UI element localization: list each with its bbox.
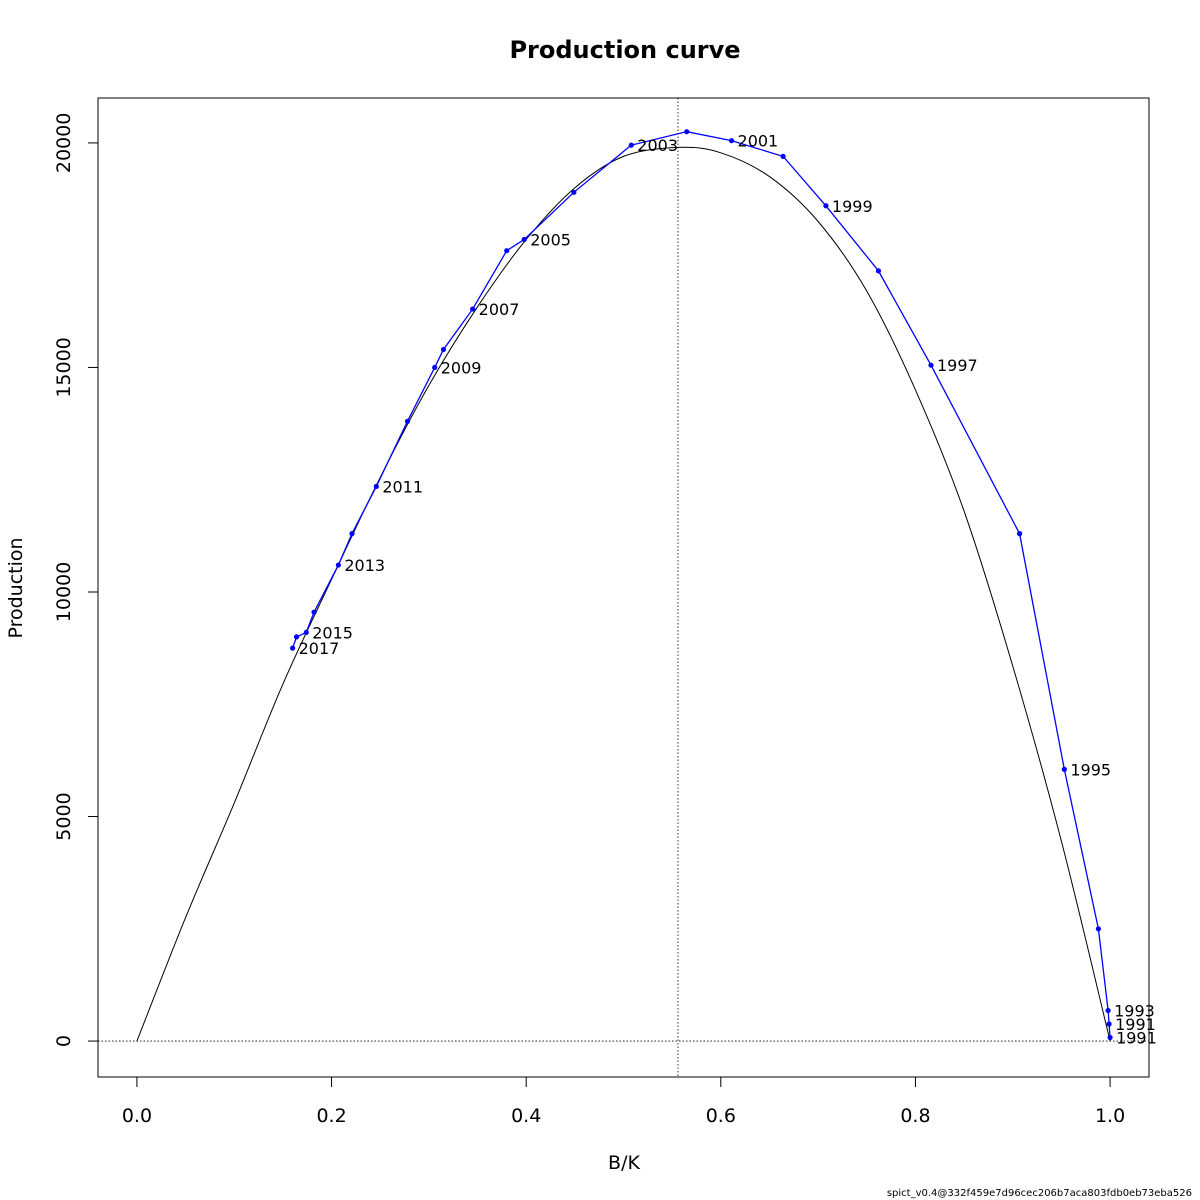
- year-label: 2009: [441, 358, 482, 377]
- year-label: 1995: [1070, 760, 1111, 779]
- x-tick-label: 0.0: [122, 1105, 152, 1127]
- observed-point: [432, 364, 438, 371]
- plot-frame: [97, 97, 1150, 1078]
- observed-point: [928, 362, 934, 368]
- footer-version-text: spict_v0.4@332f459e7d96cec206b7aca803fdb…: [887, 1188, 1192, 1199]
- observed-point: [1016, 531, 1023, 537]
- observed-point: [780, 153, 786, 159]
- observed-point: [373, 483, 379, 490]
- year-label: 2005: [530, 230, 571, 249]
- x-tick-label: 0.4: [511, 1105, 541, 1127]
- observed-point: [1106, 1021, 1112, 1027]
- observed-series-line: [292, 131, 1111, 1038]
- year-label: 1991: [1116, 1028, 1157, 1047]
- year-label: 2017: [299, 639, 340, 658]
- observed-point: [349, 531, 355, 537]
- year-label: 1991: [1115, 1015, 1156, 1034]
- observed-point: [303, 629, 309, 636]
- year-label: 2013: [344, 556, 385, 575]
- observed-point: [504, 248, 510, 254]
- y-tick-label: 15000: [53, 337, 75, 397]
- observed-point: [440, 346, 447, 353]
- year-label: 2015: [312, 623, 353, 642]
- observed-point: [290, 645, 296, 651]
- x-tick-label: 0.6: [706, 1105, 736, 1127]
- observed-point: [521, 236, 527, 243]
- year-label: 1999: [832, 197, 873, 216]
- year-label: 2001: [738, 132, 779, 151]
- x-tick-label: 0.2: [316, 1105, 346, 1127]
- year-label: 1993: [1114, 1002, 1155, 1021]
- y-axis-label: Production: [5, 537, 27, 638]
- y-axis: 0 5000 10000 15000 20000: [53, 113, 99, 1047]
- observed-point: [684, 129, 690, 135]
- y-tick-label: 20000: [53, 113, 75, 173]
- x-axis-label: B/K: [608, 1152, 640, 1174]
- observed-series-points: [290, 129, 1113, 1041]
- y-tick-label: 5000: [53, 792, 75, 840]
- year-label: 2007: [479, 300, 520, 319]
- x-tick-label: 0.8: [900, 1105, 930, 1127]
- chart-title: Production curve: [509, 36, 740, 64]
- y-tick-label: 0: [53, 1035, 75, 1047]
- observed-point: [1105, 1007, 1111, 1014]
- observed-point: [571, 189, 577, 195]
- y-tick-label: 10000: [53, 562, 75, 622]
- reference-lines: [98, 98, 1149, 1077]
- observed-point: [1061, 766, 1067, 772]
- observed-point: [823, 203, 829, 209]
- observed-point: [335, 562, 341, 568]
- observed-point: [628, 142, 634, 148]
- year-label: 2011: [382, 477, 423, 496]
- observed-point: [404, 418, 411, 424]
- observed-point: [311, 609, 317, 615]
- observed-point: [470, 306, 476, 312]
- observed-point: [1095, 926, 1101, 932]
- observed-point: [1107, 1034, 1113, 1041]
- observed-point: [728, 138, 735, 144]
- x-axis: 0.0 0.2 0.4 0.6 0.8 1.0: [122, 1076, 1125, 1127]
- year-labels: 1991199119931995199719992001200320052007…: [299, 132, 1157, 1048]
- observed-point: [293, 634, 300, 640]
- year-label: 1997: [937, 356, 978, 375]
- observed-point: [875, 268, 882, 274]
- x-tick-label: 1.0: [1095, 1105, 1125, 1127]
- theoretical-curve-line: [136, 146, 1111, 1042]
- year-label: 2003: [637, 136, 678, 155]
